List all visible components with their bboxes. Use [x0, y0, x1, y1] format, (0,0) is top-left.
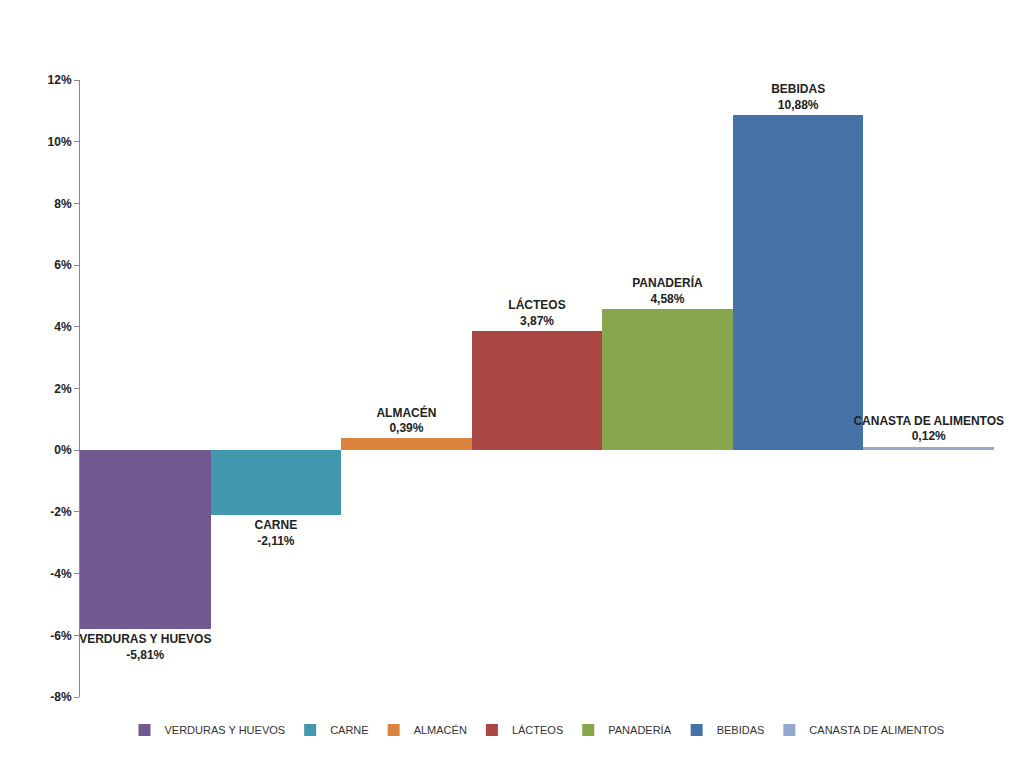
svg-text:VERDURAS Y HUEVOS-5,81%: VERDURAS Y HUEVOS-5,81%: [79, 632, 211, 662]
svg-text:PANADERÍA: PANADERÍA: [608, 724, 671, 736]
svg-text:ALMACÉN0,39%: ALMACÉN0,39%: [376, 405, 436, 436]
svg-text:BEBIDAS: BEBIDAS: [717, 724, 765, 736]
svg-text:0%: 0%: [54, 443, 72, 457]
svg-text:LÁCTEOS3,87%: LÁCTEOS3,87%: [508, 297, 565, 328]
svg-text:VERDURAS Y HUEVOS: VERDURAS Y HUEVOS: [165, 724, 286, 736]
svg-text:CARNE-2,11%: CARNE-2,11%: [255, 518, 298, 548]
svg-text:CANASTA DE ALIMENTOS0,12%: CANASTA DE ALIMENTOS0,12%: [853, 414, 1004, 444]
svg-text:4%: 4%: [54, 320, 72, 334]
svg-text:PANADERÍA4,58%: PANADERÍA4,58%: [632, 275, 703, 306]
svg-text:12%: 12%: [48, 73, 72, 87]
svg-text:ALMACÉN: ALMACÉN: [414, 724, 467, 736]
svg-text:8%: 8%: [54, 197, 72, 211]
svg-text:-8%: -8%: [50, 690, 72, 704]
svg-text:-6%: -6%: [50, 629, 72, 643]
svg-text:10%: 10%: [48, 135, 72, 149]
svg-text:6%: 6%: [54, 258, 72, 272]
svg-text:CANASTA DE ALIMENTOS: CANASTA DE ALIMENTOS: [809, 724, 944, 736]
svg-text:LÁCTEOS: LÁCTEOS: [512, 724, 563, 736]
svg-text:-2%: -2%: [50, 505, 72, 519]
svg-text:2%: 2%: [54, 382, 72, 396]
svg-text:CARNE: CARNE: [330, 724, 369, 736]
svg-text:-4%: -4%: [50, 567, 72, 581]
svg-text:BEBIDAS10,88%: BEBIDAS10,88%: [771, 82, 825, 112]
